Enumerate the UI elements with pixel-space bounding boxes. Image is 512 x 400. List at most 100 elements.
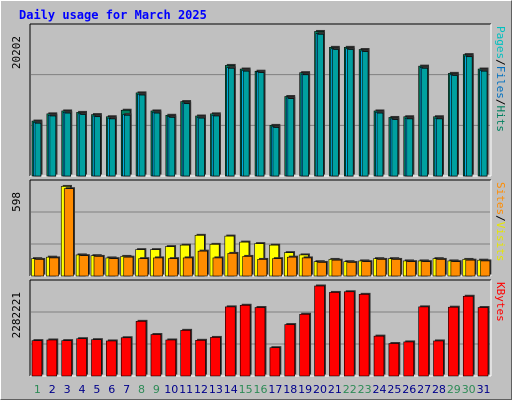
bar-sites-day-30 [465,258,477,277]
bar-sites-day-12 [197,249,209,277]
bar-pages-day-15 [242,69,251,177]
bar-kbytes-day-24 [373,334,386,377]
bar-sites-day-6 [108,257,120,277]
bar-kbytes-day-25 [388,342,401,377]
bar-pages-day-18 [287,97,296,177]
day-label-11: 11 [179,383,193,396]
bar-sites-day-10 [168,257,180,277]
bar-sites-day-25 [391,257,403,277]
bar-pages-day-8 [138,93,147,177]
bar-pages-day-4 [79,113,87,177]
bar-kbytes-day-4 [76,337,88,377]
bar-sites-day-29 [450,260,462,277]
day-label-1: 1 [34,383,41,396]
bar-kbytes-day-10 [165,338,178,377]
bar-sites-day-3 [63,187,75,277]
day-label-18: 18 [283,383,297,396]
bar-kbytes-day-7 [120,336,133,377]
bar-kbytes-day-18 [284,323,297,377]
day-label-7: 7 [123,383,130,396]
day-label-19: 19 [298,383,312,396]
day-label-23: 23 [358,383,372,396]
bar-kbytes-day-26 [403,340,416,377]
bar-pages-day-31 [480,69,489,177]
bar-kbytes-day-30 [462,294,475,377]
visits-ymax-label: 598 [10,192,23,212]
bar-sites-day-17 [272,257,284,277]
day-label-6: 6 [108,383,115,396]
legend-files: Files [494,66,507,99]
bar-sites-day-1 [34,257,46,277]
bar-sites-day-20 [316,260,328,277]
day-label-21: 21 [328,383,342,396]
bar-sites-day-31 [480,259,492,277]
bar-sites-day-22 [346,260,358,277]
bar-sites-day-2 [49,256,61,277]
bar-sites-day-7 [123,255,135,277]
day-label-20: 20 [313,383,327,396]
bar-pages-day-6 [109,117,117,177]
day-label-29: 29 [447,383,461,396]
hits-legend: Pages/Files/Hits [494,26,507,132]
bar-pages-day-16 [257,71,266,177]
bar-pages-day-27 [421,66,430,177]
day-label-13: 13 [209,383,223,396]
bar-pages-day-9 [153,111,162,177]
day-label-8: 8 [138,383,145,396]
bar-pages-day-13 [213,114,221,177]
bar-pages-day-12 [198,116,206,177]
day-label-24: 24 [372,383,386,396]
bar-sites-day-18 [287,255,299,277]
legend-pages: Pages [494,26,507,59]
bar-sites-day-15 [242,254,254,277]
bar-pages-day-1 [34,121,43,177]
day-label-25: 25 [387,383,401,396]
bar-sites-day-26 [405,260,417,277]
bar-pages-day-25 [391,118,400,177]
bar-sites-day-14 [227,251,239,277]
bar-pages-day-5 [94,115,102,177]
bar-kbytes-day-1 [31,339,44,377]
legend-visits: Visits [494,222,507,262]
bar-kbytes-day-9 [150,333,163,377]
chart-title: Daily usage for March 2025 [19,8,207,22]
bar-kbytes-day-15 [239,303,252,377]
legend-separator: / [494,99,507,106]
legend-sites: Sites [494,182,507,215]
day-label-2: 2 [49,383,56,396]
bar-pages-day-14 [228,66,236,177]
bar-sites-day-28 [435,257,447,277]
bar-kbytes-day-23 [358,292,371,377]
bar-sites-day-11 [182,256,194,277]
day-label-27: 27 [417,383,431,396]
legend-separator: / [494,59,507,66]
bar-kbytes-day-19 [299,312,312,377]
day-label-5: 5 [93,383,100,396]
day-label-9: 9 [153,383,160,396]
bar-kbytes-day-29 [448,305,460,377]
bar-sites-day-8 [138,257,150,277]
hits-ymax-label: 20202 [10,36,23,69]
day-label-31: 31 [477,383,491,396]
bar-kbytes-day-21 [329,290,341,377]
day-label-10: 10 [164,383,178,396]
bar-kbytes-day-17 [269,346,282,377]
bar-sites-day-21 [331,258,343,277]
bar-pages-day-30 [465,55,474,177]
bar-kbytes-day-8 [135,319,148,377]
bar-sites-day-24 [376,257,388,277]
bar-kbytes-day-27 [418,305,431,377]
bar-pages-day-29 [451,74,459,177]
day-label-14: 14 [224,383,238,396]
legend-hits: Hits [494,106,507,133]
bar-kbytes-day-14 [225,305,237,377]
bar-pages-day-3 [64,111,73,177]
bar-kbytes-day-11 [180,328,193,377]
bar-kbytes-day-13 [210,335,222,377]
bar-kbytes-day-6 [106,339,118,377]
bar-pages-day-23 [361,50,370,177]
bar-kbytes-day-31 [477,306,490,377]
bar-kbytes-day-20 [314,284,326,377]
visits-legend: Sites/Visits [494,182,507,262]
